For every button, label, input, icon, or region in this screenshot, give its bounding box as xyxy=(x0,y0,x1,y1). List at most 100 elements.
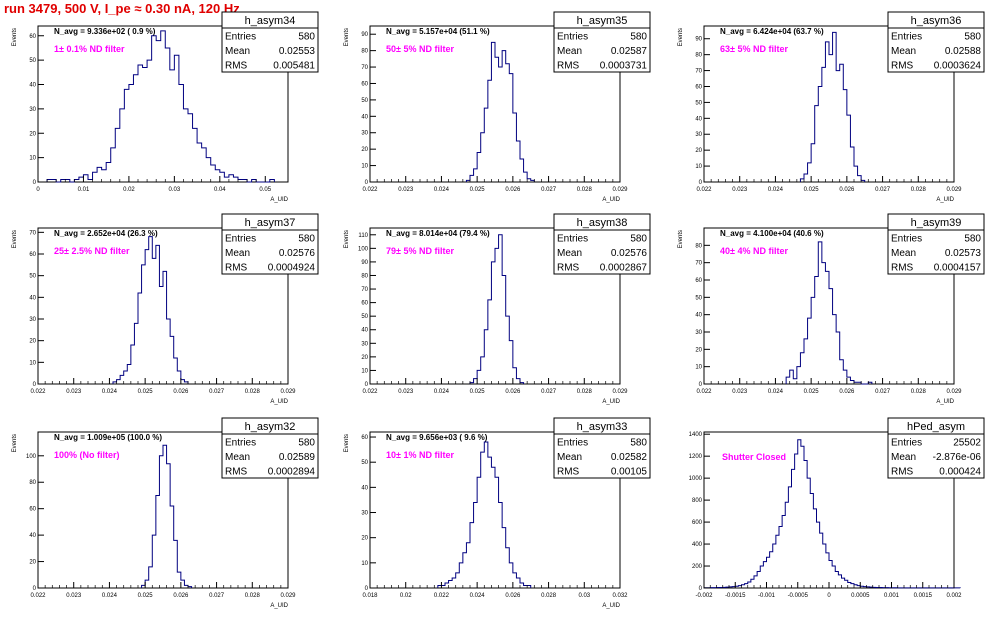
x-tick-label: 0.025 xyxy=(804,187,820,193)
x-tick-label: 0.023 xyxy=(732,187,748,193)
y-tick-label: 30 xyxy=(29,317,36,323)
navg-label: N_avg = 1.009e+05 (100.0 %) xyxy=(54,433,162,442)
x-tick-label: 0.028 xyxy=(245,389,261,395)
stats-title: h_asym36 xyxy=(911,15,962,27)
stats-title: h_asym38 xyxy=(577,217,628,229)
y-tick-label: 80 xyxy=(361,49,368,55)
x-tick-label: 0.027 xyxy=(541,187,557,193)
x-axis-label: A_UID xyxy=(602,197,620,203)
y-tick-label: 40 xyxy=(29,295,36,301)
stats-value: 580 xyxy=(630,32,647,43)
filter-label: 40± 4% ND filter xyxy=(720,246,788,256)
stats-key: RMS xyxy=(891,61,914,72)
x-tick-label: 0.028 xyxy=(911,187,927,193)
x-tick-label: 0.027 xyxy=(875,187,891,193)
x-tick-label: 0.024 xyxy=(768,187,784,193)
stats-key: Entries xyxy=(891,32,922,43)
stats-key: Entries xyxy=(891,438,922,449)
stats-key: Mean xyxy=(557,452,582,463)
y-tick-label: 400 xyxy=(692,542,703,548)
y-tick-label: 10 xyxy=(29,156,36,162)
x-axis-label: A_UID xyxy=(270,197,288,203)
filter-label: 50± 5% ND filter xyxy=(386,44,454,54)
x-tick-label: -0.001 xyxy=(758,593,776,599)
stats-key: RMS xyxy=(557,467,580,478)
y-axis-label: Events xyxy=(344,230,350,248)
x-tick-label: 0.032 xyxy=(612,593,628,599)
y-tick-label: 10 xyxy=(29,360,36,366)
stats-value: 0.005481 xyxy=(273,61,315,72)
y-tick-label: 0 xyxy=(699,586,703,592)
stats-value: 580 xyxy=(298,438,315,449)
x-tick-label: 0.025 xyxy=(470,389,486,395)
filter-label: Shutter Closed xyxy=(722,452,786,462)
navg-label: N_avg = 4.100e+04 (40.6 %) xyxy=(720,229,824,238)
y-tick-label: 0 xyxy=(699,180,703,186)
y-tick-label: 40 xyxy=(361,114,368,120)
y-tick-label: 60 xyxy=(361,301,368,307)
stats-value: 0.00105 xyxy=(611,467,648,478)
filter-label: 10± 1% ND filter xyxy=(386,450,454,460)
stats-value: 0.02582 xyxy=(611,452,648,463)
stats-value: 580 xyxy=(964,32,981,43)
x-tick-label: 0.023 xyxy=(66,389,82,395)
plot-frame xyxy=(369,227,621,385)
y-tick-label: 20 xyxy=(29,560,36,566)
y-tick-label: 0 xyxy=(365,586,369,592)
stats-key: RMS xyxy=(891,467,914,478)
x-tick-label: 0 xyxy=(827,593,831,599)
y-tick-label: 40 xyxy=(29,533,36,539)
y-tick-label: 60 xyxy=(29,507,36,513)
histogram-line xyxy=(799,31,866,182)
histogram-line xyxy=(141,444,193,588)
y-tick-label: 40 xyxy=(695,313,702,319)
histogram-panel-h_asym35: 0.022 0.023 0.024 0.025 0.026 0.027 0.028 0.029… xyxy=(344,11,651,203)
x-tick-label: 0.024 xyxy=(102,593,118,599)
y-tick-label: 60 xyxy=(29,252,36,258)
y-tick-label: 0 xyxy=(699,382,703,388)
y-tick-label: 1000 xyxy=(689,476,703,482)
y-tick-label: 1200 xyxy=(689,454,703,460)
x-tick-label: 0.024 xyxy=(768,389,784,395)
x-axis-label: A_UID xyxy=(270,399,288,405)
filter-label: 1± 0.1% ND filter xyxy=(54,44,125,54)
histogram-panel-h_asym38: 0.022 0.023 0.024 0.025 0.026 0.027 0.028 0.029… xyxy=(344,213,651,405)
x-tick-label: 0.023 xyxy=(398,389,414,395)
stats-title: h_asym39 xyxy=(911,217,962,229)
y-tick-label: 20 xyxy=(695,148,702,154)
histogram-panel-h_asym34: 0 0.01 0.02 0.03 0.04 0.05 0 10 20 30 40 50 60 Events… xyxy=(12,11,319,203)
histogram-panel-h_asym32: 0.022 0.023 0.024 0.025 0.026 0.027 0.028 0.029… xyxy=(12,417,319,609)
y-tick-label: 90 xyxy=(361,260,368,266)
x-tick-label: 0.028 xyxy=(911,389,927,395)
x-tick-label: -0.002 xyxy=(695,593,713,599)
x-tick-label: 0.0015 xyxy=(914,593,933,599)
histogram-panel-h_asym39: 0.022 0.023 0.024 0.025 0.026 0.027 0.028 0.029… xyxy=(678,213,985,405)
stats-value: 0.0003731 xyxy=(600,61,648,72)
y-tick-label: 70 xyxy=(361,287,368,293)
y-tick-label: 600 xyxy=(692,520,703,526)
y-tick-label: 60 xyxy=(695,278,702,284)
x-tick-label: 0.029 xyxy=(612,187,628,193)
x-axis-label: A_UID xyxy=(936,197,954,203)
y-tick-label: 10 xyxy=(361,368,368,374)
histogram-line xyxy=(112,236,189,384)
x-tick-label: -0.0005 xyxy=(788,593,809,599)
histogram-panels: 0 0.01 0.02 0.03 0.04 0.05 0 10 20 30 40 50 60 Events… xyxy=(12,11,985,609)
stats-box xyxy=(887,417,985,479)
stats-key: RMS xyxy=(557,263,580,274)
x-tick-label: 0.026 xyxy=(505,187,521,193)
x-tick-label: -0.0015 xyxy=(725,593,746,599)
x-tick-label: 0.02 xyxy=(400,593,412,599)
y-tick-label: 70 xyxy=(361,65,368,71)
x-tick-label: 0.027 xyxy=(209,389,225,395)
x-tick-label: 0.018 xyxy=(362,593,378,599)
stats-box xyxy=(553,417,651,479)
stats-key: Mean xyxy=(557,248,582,259)
navg-label: N_avg = 9.336e+02 ( 0.9 %) xyxy=(54,27,156,36)
stats-title: h_asym35 xyxy=(577,15,628,27)
x-tick-label: 0.04 xyxy=(214,187,226,193)
stats-value: 0.02576 xyxy=(279,248,316,259)
stats-key: RMS xyxy=(225,263,248,274)
x-tick-label: 0.002 xyxy=(946,593,962,599)
y-tick-label: 60 xyxy=(361,81,368,87)
